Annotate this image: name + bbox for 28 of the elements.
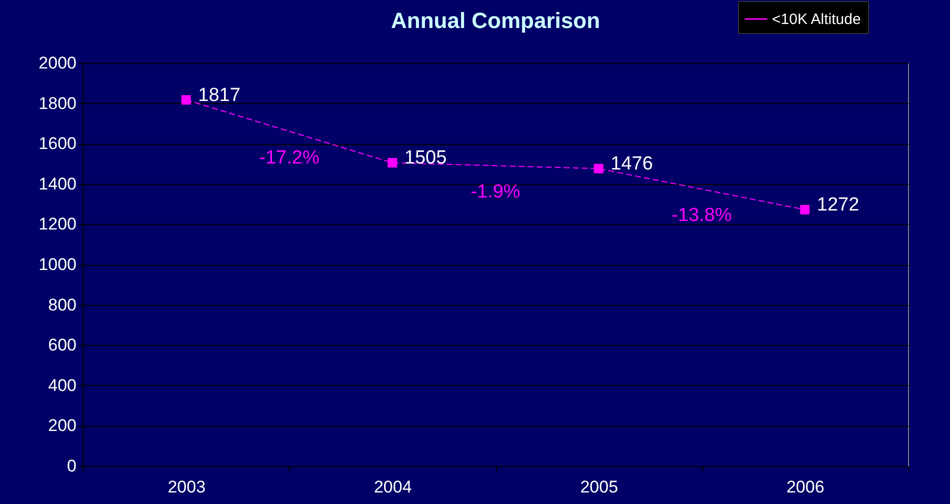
x-tick-label: 2005 bbox=[580, 478, 618, 496]
x-tick-label: 2006 bbox=[786, 478, 824, 496]
y-tick-label: 1200 bbox=[38, 214, 76, 234]
data-label: 1505 bbox=[404, 148, 447, 169]
y-tick-label: 0 bbox=[67, 456, 76, 476]
legend-label: <10K Altitude bbox=[772, 11, 861, 28]
annotation: -1.9% bbox=[470, 182, 520, 203]
x-tick-label: 2003 bbox=[168, 478, 206, 496]
y-tick-label: 1800 bbox=[38, 94, 76, 113]
y-tick-label: 2000 bbox=[38, 54, 76, 72]
annotation: -17.2% bbox=[259, 147, 320, 168]
y-tick-label: 1600 bbox=[38, 134, 76, 154]
point bbox=[388, 158, 398, 168]
y-tick-label: 400 bbox=[48, 376, 76, 395]
y-tick-label: 800 bbox=[48, 295, 76, 314]
y-tick-label: 1000 bbox=[38, 255, 76, 274]
annotation: -13.8% bbox=[672, 205, 732, 226]
data-label: 1817 bbox=[198, 84, 240, 106]
chart-title: Annual Comparison bbox=[390, 8, 600, 33]
data-label: 1476 bbox=[610, 154, 653, 175]
y-tick-label: 200 bbox=[48, 416, 76, 436]
point bbox=[181, 95, 191, 105]
data-label: 1272 bbox=[816, 194, 860, 216]
y-tick-label: 600 bbox=[48, 336, 76, 355]
point bbox=[594, 164, 604, 174]
y-tick-label: 1400 bbox=[38, 174, 76, 194]
x-tick-label: 2004 bbox=[374, 478, 412, 496]
point bbox=[800, 204, 810, 214]
